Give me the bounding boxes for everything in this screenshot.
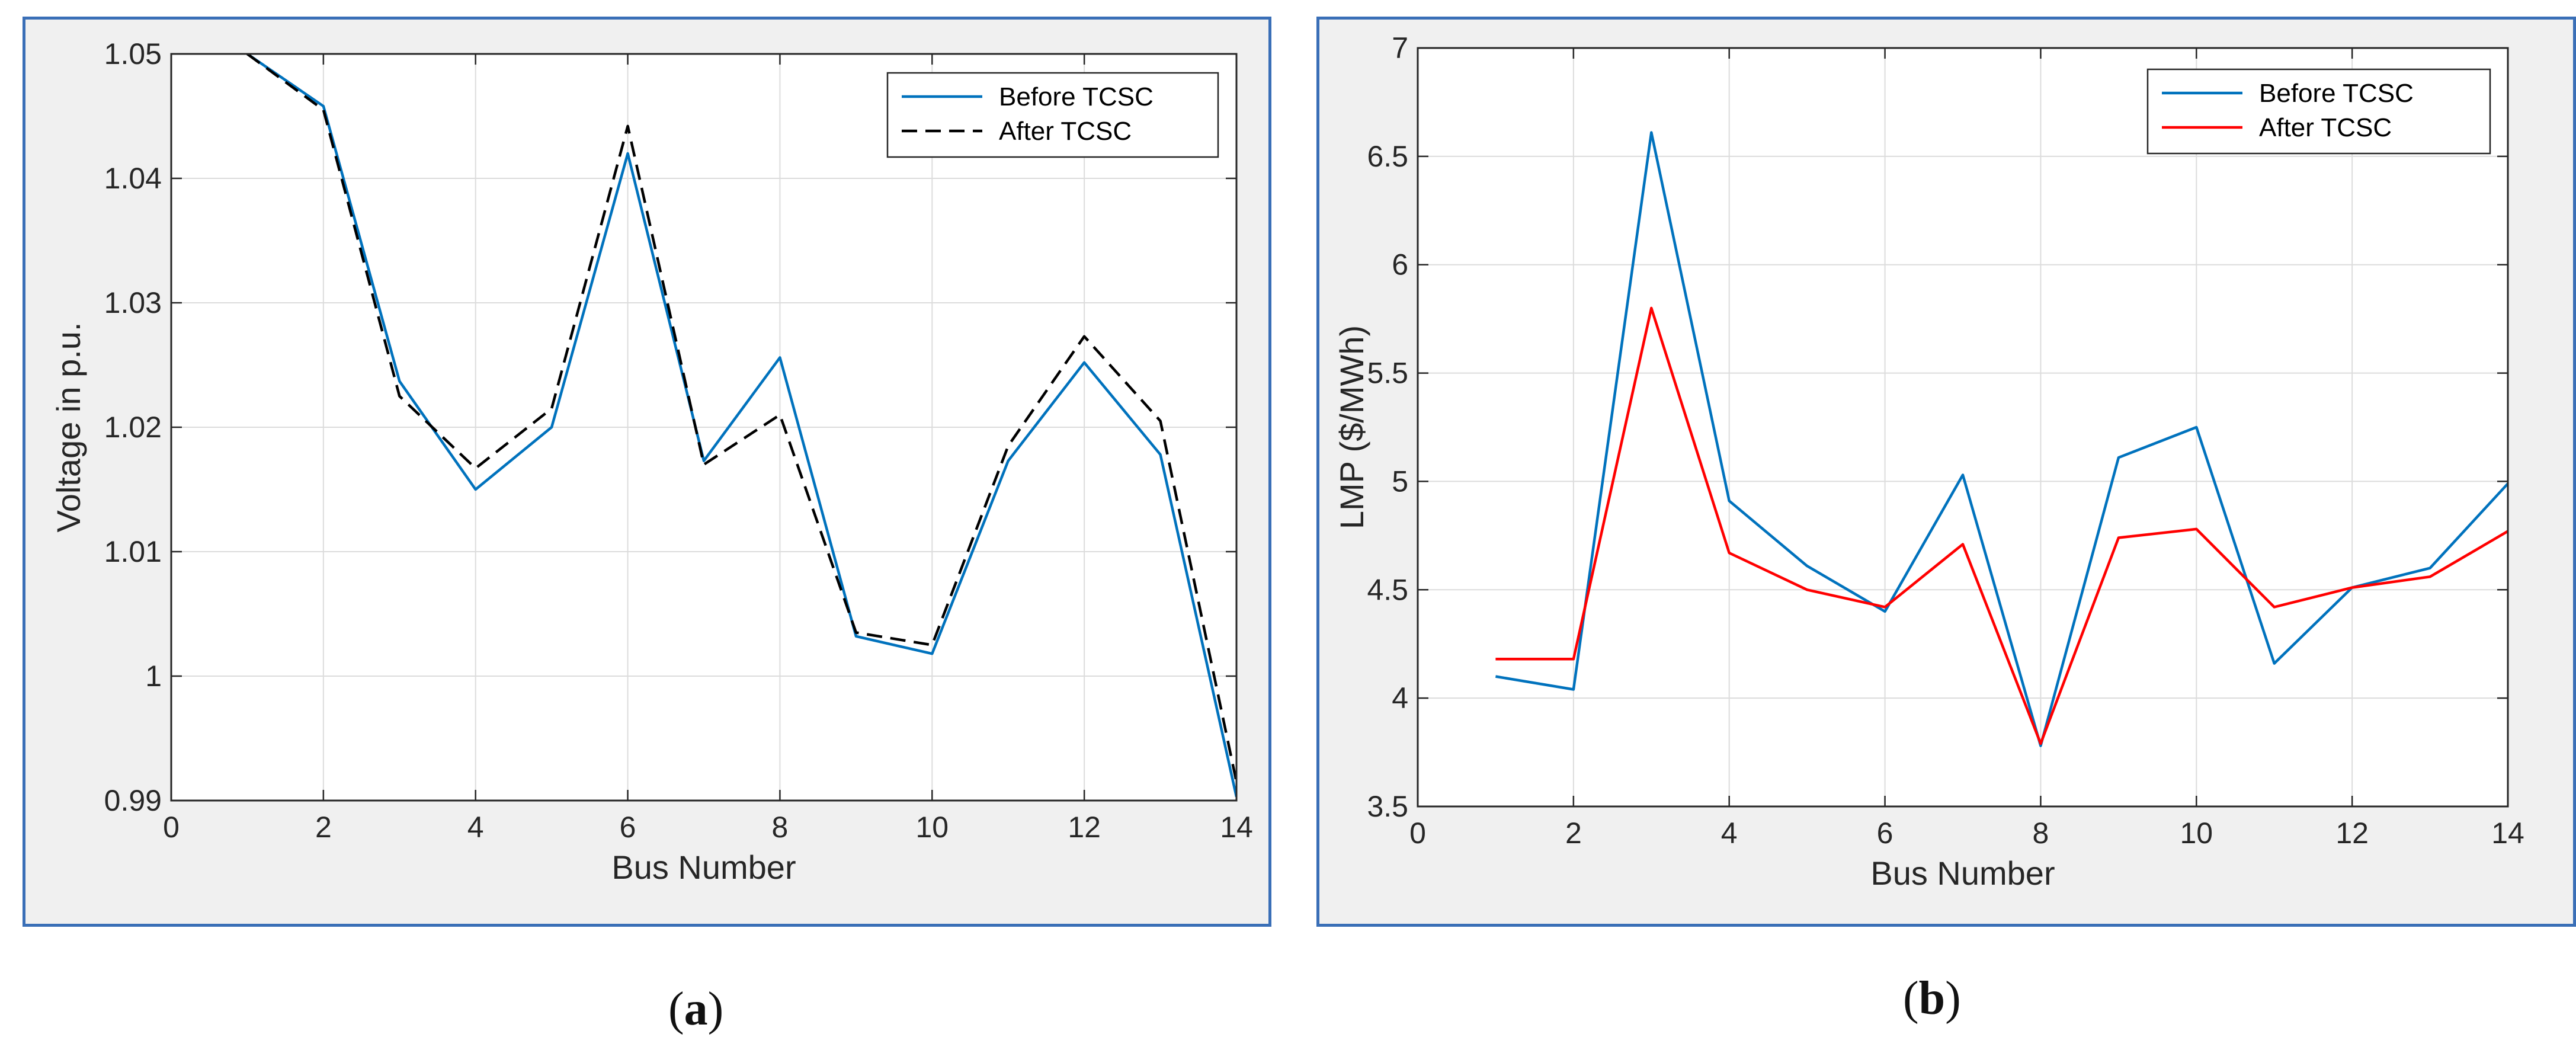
legend-label: After TCSC bbox=[2259, 113, 2392, 142]
series-line-before-tcsc bbox=[246, 54, 1236, 798]
x-tick-label: 2 bbox=[1565, 817, 1582, 850]
axes-box bbox=[1417, 47, 2509, 808]
y-tick-label: 4.5 bbox=[1367, 573, 1408, 606]
legend-box bbox=[2146, 68, 2491, 155]
y-tick-label: 1.04 bbox=[104, 162, 162, 195]
chart-panel-b: 0 2 4 6 8 10 12 14 3.5 4 4.5 5 5.5 6 6.5 7 Bus Number LMP… bbox=[1316, 17, 2576, 927]
y-axis-label: LMP ($/MWh) bbox=[1333, 325, 1370, 529]
x-tick-label: 8 bbox=[772, 811, 789, 844]
caption-b: (b) bbox=[1903, 972, 1961, 1025]
x-tick-label: 14 bbox=[2491, 817, 2524, 850]
x-axis-label: Bus Number bbox=[611, 849, 796, 886]
x-tick-label: 12 bbox=[1068, 811, 1101, 844]
series-line-after-tcsc bbox=[1495, 306, 2508, 745]
plot-area bbox=[1418, 48, 2508, 806]
chart-panel-a: 0 2 4 6 8 10 12 14 0.99 1 1.01 1.02 1.03 1.04 1.05 Bus … bbox=[23, 17, 1271, 927]
y-tick-label: 5 bbox=[1392, 465, 1408, 498]
y-tick-label: 4 bbox=[1392, 681, 1408, 715]
legend-label: Before TCSC bbox=[999, 82, 1154, 111]
series-line-before-tcsc bbox=[1495, 131, 2508, 747]
y-tick-label: 6 bbox=[1392, 248, 1408, 281]
y-axis-label: Voltage in p.u. bbox=[50, 322, 87, 533]
caption-b-letter: b bbox=[1918, 972, 1946, 1025]
y-tick-label: 5.5 bbox=[1367, 357, 1408, 390]
series-line-after-tcsc bbox=[246, 54, 1236, 782]
x-axis-label: Bus Number bbox=[1870, 854, 2055, 892]
x-tick-label: 0 bbox=[163, 811, 180, 844]
x-tick-label: 4 bbox=[1721, 817, 1738, 850]
legend-label: After TCSC bbox=[999, 117, 1132, 146]
x-tick-label: 10 bbox=[2180, 817, 2213, 850]
axes-box bbox=[170, 53, 1238, 802]
x-tick-label: 8 bbox=[2033, 817, 2049, 850]
lmp-chart: 0 2 4 6 8 10 12 14 3.5 4 4.5 5 5.5 6 6.5 7 Bus Number LMP… bbox=[1333, 31, 2524, 892]
x-tick-label: 6 bbox=[1877, 817, 1893, 850]
caption-a-letter: a bbox=[684, 983, 708, 1035]
y-tick-label: 1.05 bbox=[104, 37, 162, 71]
legend-label: Before TCSC bbox=[2259, 79, 2414, 108]
y-tick-label: 1.03 bbox=[104, 286, 162, 319]
y-tick-label: 1.01 bbox=[104, 535, 162, 568]
caption-a: (a) bbox=[668, 983, 724, 1035]
y-tick-label: 7 bbox=[1392, 31, 1408, 65]
y-tick-label: 1.02 bbox=[104, 411, 162, 444]
x-tick-label: 14 bbox=[1220, 811, 1253, 844]
y-tick-label: 3.5 bbox=[1367, 790, 1408, 823]
voltage-chart: 0 2 4 6 8 10 12 14 0.99 1 1.01 1.02 1.03 1.04 1.05 Bus … bbox=[50, 37, 1253, 886]
y-tick-label: 6.5 bbox=[1367, 140, 1408, 173]
y-tick-label: 0.99 bbox=[104, 784, 162, 817]
y-tick-label: 1 bbox=[145, 660, 162, 693]
x-tick-label: 6 bbox=[620, 811, 636, 844]
x-tick-label: 10 bbox=[915, 811, 949, 844]
x-tick-label: 0 bbox=[1409, 817, 1426, 850]
legend-box bbox=[886, 72, 1219, 158]
x-tick-label: 12 bbox=[2335, 817, 2369, 850]
x-tick-label: 4 bbox=[467, 811, 484, 844]
x-tick-label: 2 bbox=[315, 811, 332, 844]
